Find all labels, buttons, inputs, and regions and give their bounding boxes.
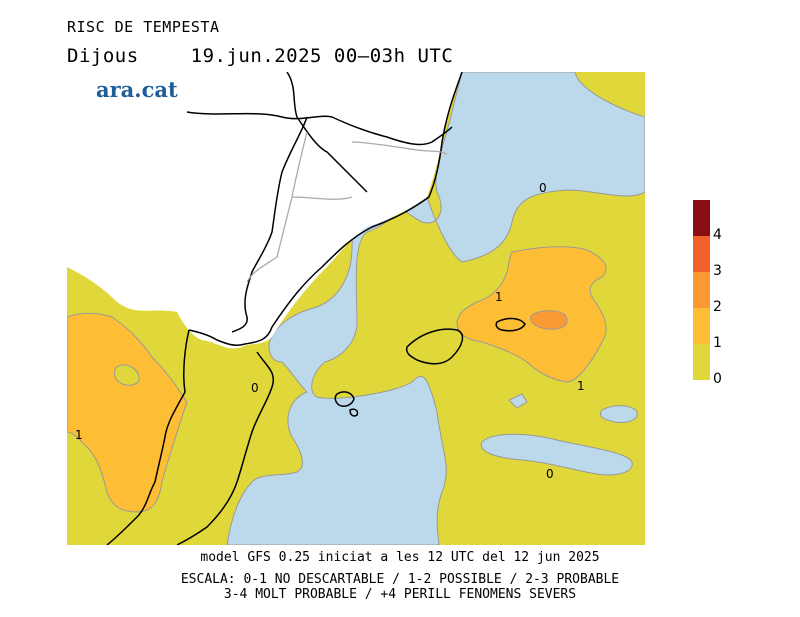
no-risk-area-small-2: [480, 433, 633, 476]
island-mallorca: [405, 328, 464, 365]
province-borders: [246, 131, 448, 283]
risk-legend: 4 3 2 1 0: [693, 200, 722, 387]
risk-area-west: [67, 312, 188, 513]
scale-description-1: ESCALA: 0-1 NO DESCARTABLE / 1-2 POSSIBL…: [180, 572, 620, 587]
forecast-datetime: 19.jun.2025 00–03h UTC: [190, 45, 454, 67]
risk-area-east: [456, 246, 607, 383]
legend-tick-4: 4: [713, 227, 722, 243]
border-andorra: [231, 116, 308, 333]
forecast-time: Dijous 19.jun.2025 00–03h UTC: [67, 45, 453, 67]
no-risk-area-sea: [226, 72, 645, 545]
contour-label: 0: [251, 381, 259, 395]
legend-swatch-2: [693, 272, 710, 308]
island-ibiza: [334, 391, 355, 407]
risk-hole-west: [114, 364, 140, 386]
border-france: [186, 111, 453, 146]
contour-label: 1: [577, 379, 585, 393]
contour-label: 1: [75, 428, 83, 442]
coastline-southeast: [176, 351, 274, 545]
model-info: model GFS 0.25 iniciat a les 12 UTC del …: [200, 550, 600, 565]
scale-description-2: 3-4 MOLT PROBABLE / +4 PERILL FENOMENS S…: [223, 587, 577, 602]
no-risk-area-small-1: [600, 405, 638, 423]
coastline: [106, 72, 463, 545]
forecast-day: Dijous: [67, 45, 139, 67]
legend-swatch-0: [693, 344, 710, 380]
no-risk-area-small-3: [508, 393, 528, 409]
ara-cat-logo: ara.cat: [96, 77, 178, 102]
map-title: RISC DE TEMPESTA: [67, 18, 220, 36]
land-white-west: [67, 72, 74, 222]
storm-risk-map: 0 1 1 0 1 0: [67, 72, 645, 545]
contour-label: 0: [546, 467, 554, 481]
legend-swatch-1: [693, 308, 710, 344]
legend-tick-2: 2: [713, 299, 722, 315]
island-menorca: [495, 317, 526, 332]
legend-swatch-3: [693, 236, 710, 272]
legend-tick-1: 1: [713, 335, 722, 351]
risk-area-core: [530, 310, 568, 330]
land-unforecast: [67, 72, 462, 349]
contour-label: 1: [495, 290, 503, 304]
island-formentera: [349, 408, 359, 417]
legend-swatch-4: [693, 200, 710, 236]
contour-label: 0: [539, 181, 547, 195]
legend-tick-0: 0: [713, 371, 722, 387]
legend-tick-3: 3: [713, 263, 722, 279]
